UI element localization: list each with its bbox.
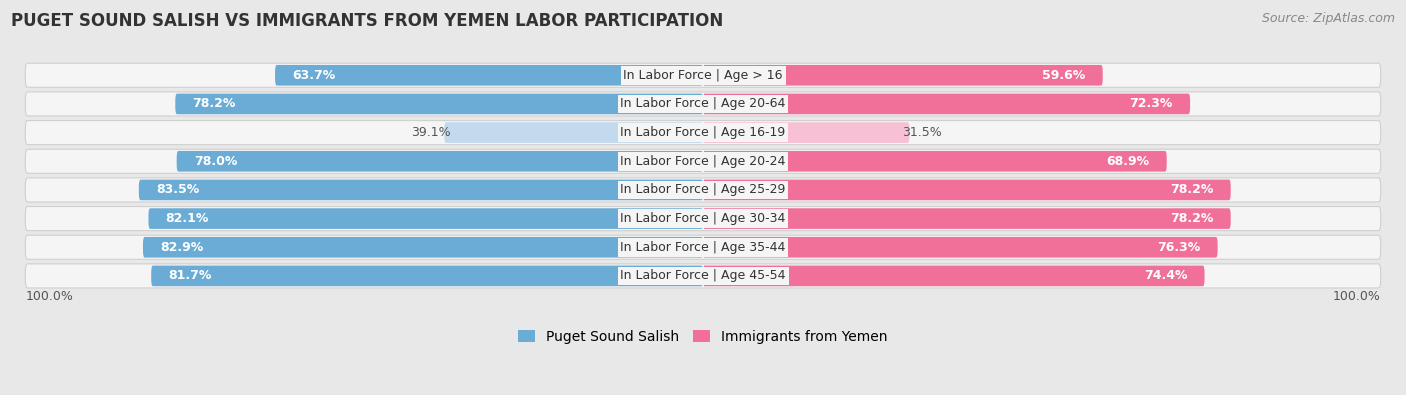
- FancyBboxPatch shape: [25, 264, 1381, 288]
- FancyBboxPatch shape: [703, 151, 1167, 171]
- Text: 78.2%: 78.2%: [193, 98, 236, 111]
- Text: 72.3%: 72.3%: [1129, 98, 1173, 111]
- FancyBboxPatch shape: [703, 180, 1230, 200]
- Text: 83.5%: 83.5%: [156, 183, 200, 196]
- Text: 100.0%: 100.0%: [1333, 290, 1381, 303]
- Text: 31.5%: 31.5%: [903, 126, 942, 139]
- FancyBboxPatch shape: [703, 208, 1230, 229]
- FancyBboxPatch shape: [703, 122, 910, 143]
- FancyBboxPatch shape: [703, 265, 1205, 286]
- Text: 39.1%: 39.1%: [412, 126, 451, 139]
- Text: In Labor Force | Age 35-44: In Labor Force | Age 35-44: [620, 241, 786, 254]
- Text: In Labor Force | Age 16-19: In Labor Force | Age 16-19: [620, 126, 786, 139]
- Text: 78.2%: 78.2%: [1170, 183, 1213, 196]
- Legend: Puget Sound Salish, Immigrants from Yemen: Puget Sound Salish, Immigrants from Yeme…: [513, 324, 893, 349]
- Text: In Labor Force | Age 45-54: In Labor Force | Age 45-54: [620, 269, 786, 282]
- Text: 100.0%: 100.0%: [25, 290, 73, 303]
- FancyBboxPatch shape: [25, 178, 1381, 202]
- FancyBboxPatch shape: [152, 265, 703, 286]
- FancyBboxPatch shape: [703, 237, 1218, 258]
- Text: 78.2%: 78.2%: [1170, 212, 1213, 225]
- Text: 76.3%: 76.3%: [1157, 241, 1201, 254]
- FancyBboxPatch shape: [149, 208, 703, 229]
- FancyBboxPatch shape: [176, 94, 703, 114]
- Text: In Labor Force | Age 25-29: In Labor Force | Age 25-29: [620, 183, 786, 196]
- FancyBboxPatch shape: [444, 122, 703, 143]
- Text: In Labor Force | Age > 16: In Labor Force | Age > 16: [623, 69, 783, 82]
- Text: 68.9%: 68.9%: [1107, 155, 1150, 168]
- Text: In Labor Force | Age 20-24: In Labor Force | Age 20-24: [620, 155, 786, 168]
- Text: 82.1%: 82.1%: [166, 212, 209, 225]
- FancyBboxPatch shape: [25, 207, 1381, 231]
- FancyBboxPatch shape: [143, 237, 703, 258]
- Text: 78.0%: 78.0%: [194, 155, 238, 168]
- FancyBboxPatch shape: [276, 65, 703, 86]
- Text: PUGET SOUND SALISH VS IMMIGRANTS FROM YEMEN LABOR PARTICIPATION: PUGET SOUND SALISH VS IMMIGRANTS FROM YE…: [11, 12, 724, 30]
- Text: 81.7%: 81.7%: [169, 269, 212, 282]
- Text: 82.9%: 82.9%: [160, 241, 204, 254]
- FancyBboxPatch shape: [25, 120, 1381, 145]
- FancyBboxPatch shape: [703, 94, 1189, 114]
- FancyBboxPatch shape: [25, 92, 1381, 116]
- FancyBboxPatch shape: [25, 149, 1381, 173]
- FancyBboxPatch shape: [703, 65, 1102, 86]
- Text: In Labor Force | Age 20-64: In Labor Force | Age 20-64: [620, 98, 786, 111]
- Text: Source: ZipAtlas.com: Source: ZipAtlas.com: [1261, 12, 1395, 25]
- Text: In Labor Force | Age 30-34: In Labor Force | Age 30-34: [620, 212, 786, 225]
- Text: 59.6%: 59.6%: [1042, 69, 1085, 82]
- FancyBboxPatch shape: [25, 235, 1381, 259]
- FancyBboxPatch shape: [139, 180, 703, 200]
- Text: 63.7%: 63.7%: [292, 69, 336, 82]
- FancyBboxPatch shape: [25, 63, 1381, 87]
- Text: 74.4%: 74.4%: [1144, 269, 1187, 282]
- FancyBboxPatch shape: [177, 151, 703, 171]
